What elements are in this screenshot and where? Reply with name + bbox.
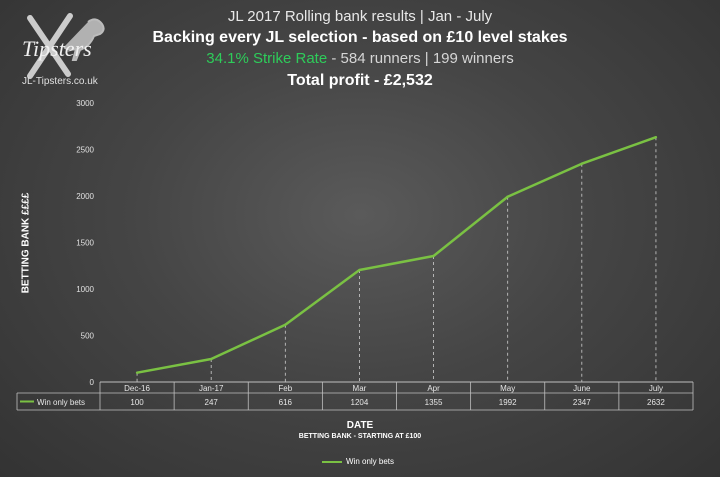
x-axis-label: DATE [346,420,374,431]
y-tick-label: 1000 [76,285,94,294]
y-tick-label: 3000 [76,99,94,108]
x-tick-label: June [573,384,591,393]
x-tick-label: Mar [353,384,367,393]
runners-winners: - 584 runners | 199 winners [327,50,514,67]
table-value: 1355 [425,398,443,407]
logo-site: JL-Tipsters.co.uk [22,76,99,87]
chart-title: JL 2017 Rolling bank results | Jan - Jul… [227,8,493,25]
x-tick-label: Dec-16 [124,384,150,393]
logo-brand: Tipsters [22,36,92,61]
y-tick-label: 1500 [76,239,94,248]
x-tick-label: May [500,384,515,393]
series-line [136,136,657,374]
table-value: 2632 [647,398,665,407]
y-axis: 0 500 1000 1500 2000 2500 3000 [76,99,94,387]
strike-rate-line: 34.1% Strike Rate - 584 runners | 199 wi… [0,50,720,67]
data-point [654,136,658,139]
total-profit: Total profit - £2,532 [287,72,433,89]
data-point [135,371,139,374]
x-tick-label: Jan-17 [199,384,224,393]
table-value: 616 [279,398,293,407]
data-point [284,323,287,326]
y-tick-label: 500 [81,332,95,341]
y-tick-label: 2500 [76,146,94,155]
tipsters-logo: Tipsters JL-Tipsters.co.uk [8,4,120,90]
x-tick-label: Feb [278,384,292,393]
y-axis-label: BETTING BANK ££££ [20,192,32,294]
table-value: 1992 [499,398,517,407]
y-tick-label: 0 [90,378,95,387]
y-tick-label: 2000 [76,192,94,201]
data-point [580,162,584,165]
table-value: 247 [205,398,219,407]
x-tick-label: Apr [427,384,440,393]
strike-rate: 34.1% Strike Rate [206,50,328,67]
series-win-only-bets [135,136,658,374]
data-point [432,254,435,258]
legend-label: Win only bets [346,457,395,466]
legend: Win only bets [322,457,394,466]
legend-swatch [322,460,342,463]
table-row-label: Win only bets [37,398,85,407]
data-table: Dec-16 Jan-17 Feb Mar Apr May June July 100 247 61… [16,381,694,411]
data-point [506,195,509,198]
chart-subtitle: Backing every JL selection - based on £1… [152,29,568,46]
table-value: 2347 [573,398,591,407]
drop-lines [136,137,657,382]
x-tick-label: July [649,384,663,393]
data-point [209,357,213,361]
table-value: 1204 [351,398,369,407]
table-value: 100 [130,398,144,407]
data-point [358,268,361,272]
x-axis-sublabel: BETTING BANK - STARTING AT £100 [298,433,422,440]
